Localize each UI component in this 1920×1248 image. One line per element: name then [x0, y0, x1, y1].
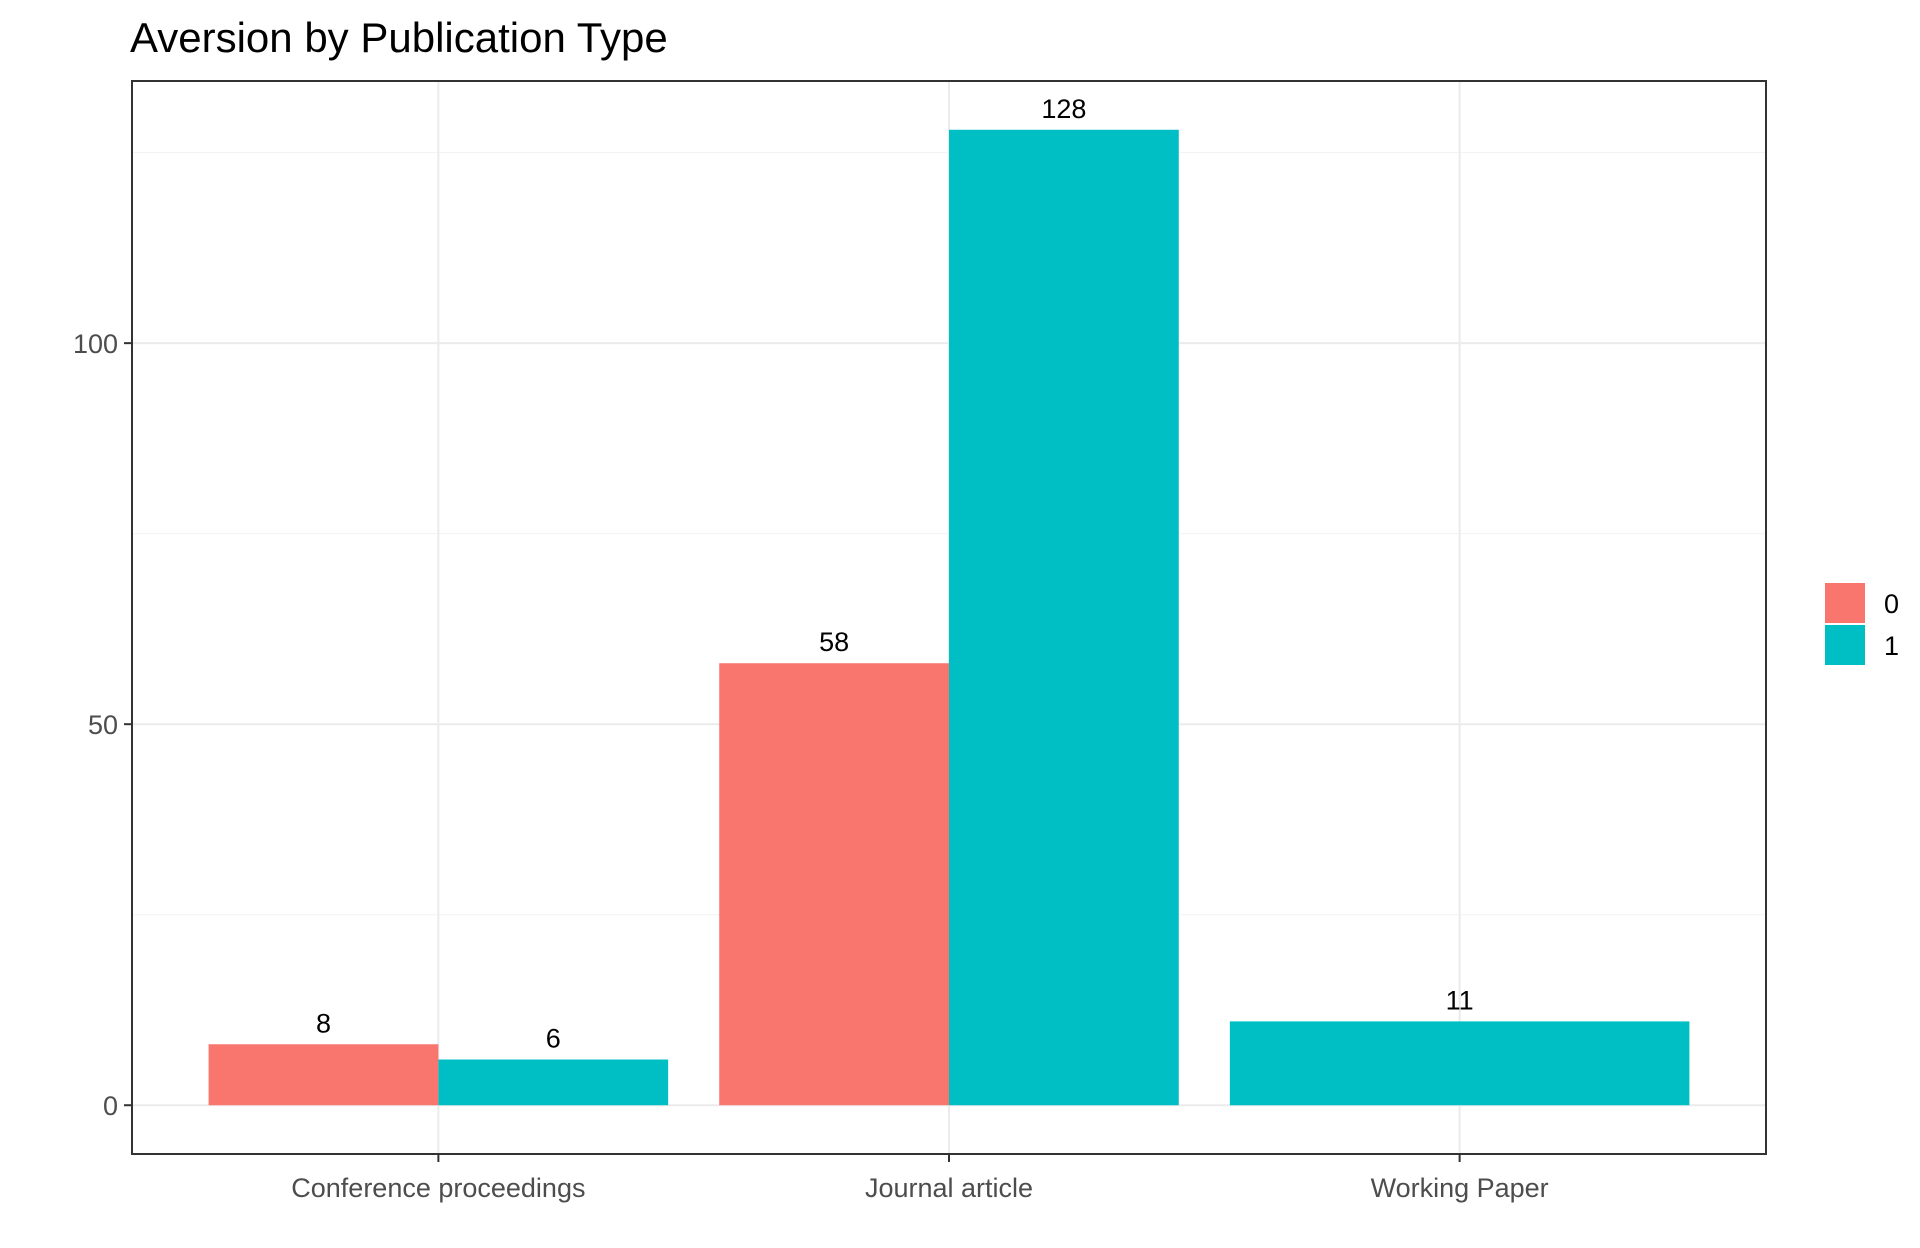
- bar: [719, 663, 949, 1106]
- data-label: 11: [1446, 985, 1474, 1015]
- y-tick-label: 0: [103, 1091, 118, 1121]
- x-tick-label: Conference proceedings: [291, 1173, 585, 1203]
- legend-label: 0: [1884, 589, 1899, 619]
- y-axis: 0 50 100: [73, 329, 132, 1121]
- x-axis: Conference proceedings Journal article Wor…: [291, 1154, 1549, 1203]
- legend-label: 1: [1884, 631, 1899, 661]
- data-label: 128: [1041, 94, 1086, 124]
- bar: [438, 1059, 669, 1106]
- x-tick-label: Working Paper: [1371, 1173, 1549, 1203]
- legend-key: [1825, 583, 1865, 623]
- data-label: 58: [819, 627, 849, 657]
- data-labels: 8 6 58 128 11: [316, 94, 1474, 1054]
- x-tick-label: Journal article: [865, 1173, 1033, 1203]
- bar: [949, 129, 1179, 1106]
- y-tick-label: 100: [73, 329, 118, 359]
- y-tick-label: 50: [88, 710, 118, 740]
- data-label: 6: [546, 1024, 561, 1054]
- bar: [1229, 1021, 1690, 1106]
- legend-key: [1825, 625, 1865, 665]
- bar: [208, 1044, 439, 1106]
- legend: 01: [1824, 582, 1899, 666]
- chart-title: Aversion by Publication Type: [130, 14, 668, 61]
- data-label: 8: [316, 1008, 331, 1038]
- bars: [208, 129, 1690, 1106]
